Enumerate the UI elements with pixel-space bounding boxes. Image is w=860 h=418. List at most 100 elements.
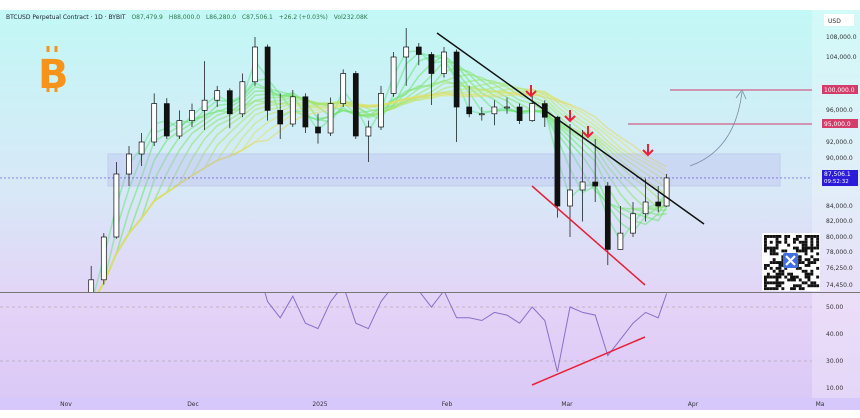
qr-module [793,284,796,288]
qr-module [775,266,779,270]
time-tick: Nov [60,401,72,408]
qr-module [787,235,791,238]
qr-module [775,240,779,244]
candle [592,181,599,187]
qr-module [778,284,782,288]
qr-module [778,266,782,270]
qr-module [795,246,799,250]
qr-module [801,261,805,264]
qr-module [778,272,782,276]
candle [466,106,473,115]
candle [264,46,271,111]
qr-module [775,261,779,264]
price-tick: 74,450.0 [826,282,853,289]
rsi-pane [0,293,812,372]
qr-module [804,249,808,253]
rsi-tick: 50.00 [826,304,843,311]
qr-module [781,269,785,273]
candle [365,126,372,137]
qr-module [795,235,799,238]
candle [277,110,284,125]
qr-module [810,237,814,241]
price-tick: 78,000.0 [826,249,853,256]
candle [138,141,145,155]
support-zone-box [107,153,781,187]
level-price-label: 100,000.0 [824,87,855,94]
qr-module [804,235,808,238]
qr-module [766,272,770,276]
qr-module [804,264,808,267]
qr-module [769,240,773,244]
candle [478,113,485,116]
qr-module [807,258,811,262]
qr-module [787,278,791,282]
down-arrow-icon [564,110,576,123]
qr-module [793,278,796,282]
qr-module [804,246,808,250]
time-tick: Ma [816,401,825,408]
qr-module [769,246,773,250]
exchange-logo-mark [785,255,796,266]
qr-module [764,243,767,247]
qr-module [801,246,805,250]
qr-module [798,249,802,253]
candle [239,81,246,115]
qr-module [775,272,779,276]
support-zone [0,89,812,187]
rsi-tick: 40.00 [826,331,843,338]
qr-module [801,287,805,291]
qr-module [807,261,811,264]
qr-module [764,249,767,253]
qr-module [804,281,808,285]
candle [88,279,95,292]
candle [617,232,624,250]
qr-module [775,275,779,279]
qr-module [769,235,773,238]
candle [491,106,498,115]
qr-module [816,266,820,270]
candle [214,90,221,101]
candles [88,28,670,292]
qr-module [801,269,805,273]
qr-module [798,255,802,259]
qr-module [781,255,785,259]
qr-module [766,235,770,238]
currency-box[interactable] [824,14,854,26]
candle [504,106,510,109]
qr-module [769,281,773,285]
price-tick: 96,000.0 [826,107,853,114]
qr-module [810,261,814,264]
qr-module [769,261,773,264]
qr-module [795,249,799,253]
price-axis[interactable] [812,10,860,398]
qr-module [804,252,808,256]
qr-module [798,278,802,282]
qr-code[interactable] [762,233,820,291]
down-arrow-icon [525,85,537,98]
qr-module [798,240,802,244]
candle [642,201,649,215]
countdown-label: 09:52:32 [824,179,849,185]
qr-module [775,237,779,241]
qr-module [772,249,776,253]
candle [529,103,536,121]
time-axis[interactable] [0,398,860,410]
candle [441,51,447,74]
rsi-line [264,293,668,372]
qr-module [793,275,796,279]
qr-module [798,266,802,270]
qr-module [793,246,796,250]
qr-module [764,275,767,279]
qr-module [804,272,808,276]
currency-label: USD [828,18,841,25]
price-tick: 80,000.0 [826,234,853,241]
qr-module [793,287,796,291]
qr-module [772,252,776,256]
level-price-label: 95,000.0 [824,121,851,128]
candle [289,96,296,125]
svg-text:B: B [38,52,69,98]
axis-labels: 108,000.0 104,000.0 100,000.0 96,000.0 95,00… [60,34,858,408]
symbol-title[interactable]: BTCUSD Perpetual Contract · 1D · BYBIT [6,14,126,21]
candle [390,56,397,94]
